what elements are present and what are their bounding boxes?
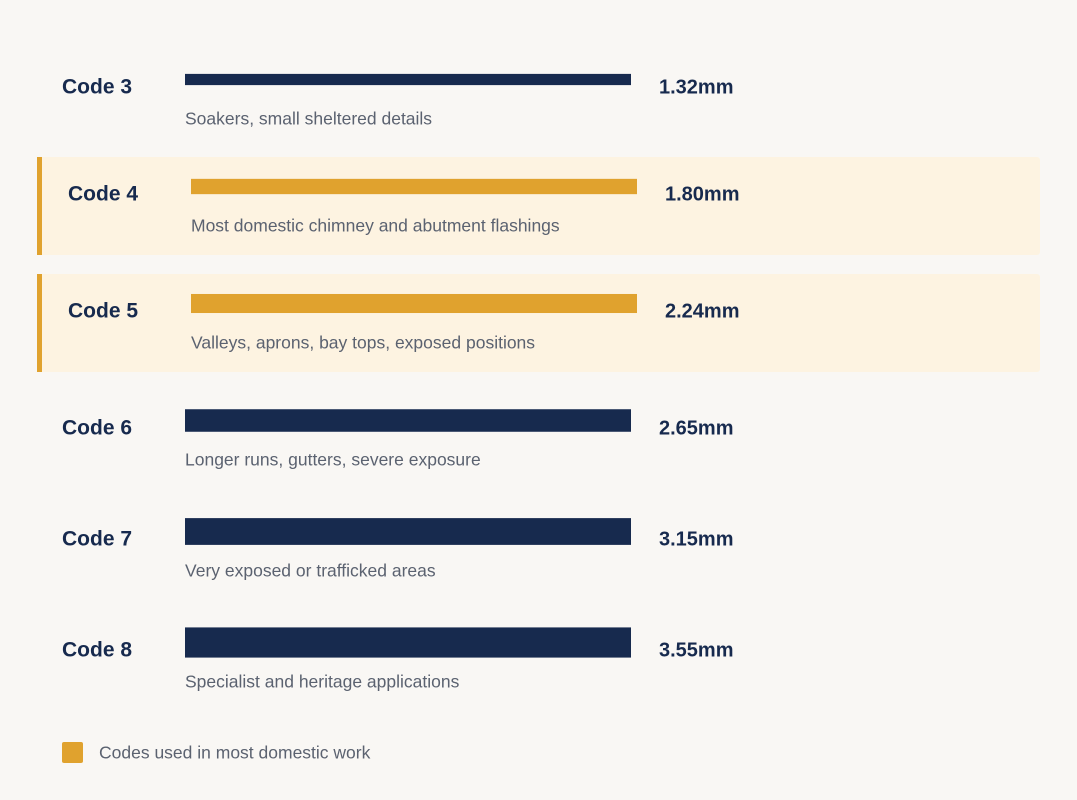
category-label: Code 5 bbox=[68, 300, 138, 323]
description: Valleys, aprons, bay tops, exposed posit… bbox=[191, 333, 535, 353]
value-label: 3.55mm bbox=[659, 639, 734, 661]
category-label: Code 7 bbox=[62, 528, 132, 551]
value-label: 1.32mm bbox=[659, 76, 734, 98]
value-label: 1.80mm bbox=[665, 183, 740, 205]
category-label: Code 4 bbox=[68, 183, 138, 206]
description: Specialist and heritage applications bbox=[185, 672, 460, 692]
value-label: 2.24mm bbox=[665, 300, 740, 322]
category-label: Code 6 bbox=[62, 417, 132, 440]
description: Very exposed or trafficked areas bbox=[185, 561, 436, 581]
highlight-band bbox=[37, 274, 1040, 372]
value-label: 2.65mm bbox=[659, 417, 734, 439]
description: Most domestic chimney and abutment flash… bbox=[191, 216, 560, 236]
highlight-border bbox=[37, 157, 42, 255]
category-label: Code 3 bbox=[62, 76, 132, 99]
bar bbox=[185, 73, 631, 86]
highlight-border bbox=[37, 274, 42, 372]
legend-label: Codes used in most domestic work bbox=[99, 743, 371, 763]
bar bbox=[185, 518, 631, 545]
bar bbox=[191, 293, 637, 314]
category-label: Code 8 bbox=[62, 639, 132, 662]
bar bbox=[185, 627, 631, 658]
bar bbox=[191, 178, 637, 195]
description: Soakers, small sheltered details bbox=[185, 109, 432, 129]
description: Longer runs, gutters, severe exposure bbox=[185, 450, 481, 470]
highlight-band bbox=[37, 157, 1040, 255]
value-label: 3.15mm bbox=[659, 528, 734, 550]
legend-swatch bbox=[62, 742, 83, 763]
bar bbox=[185, 409, 631, 432]
